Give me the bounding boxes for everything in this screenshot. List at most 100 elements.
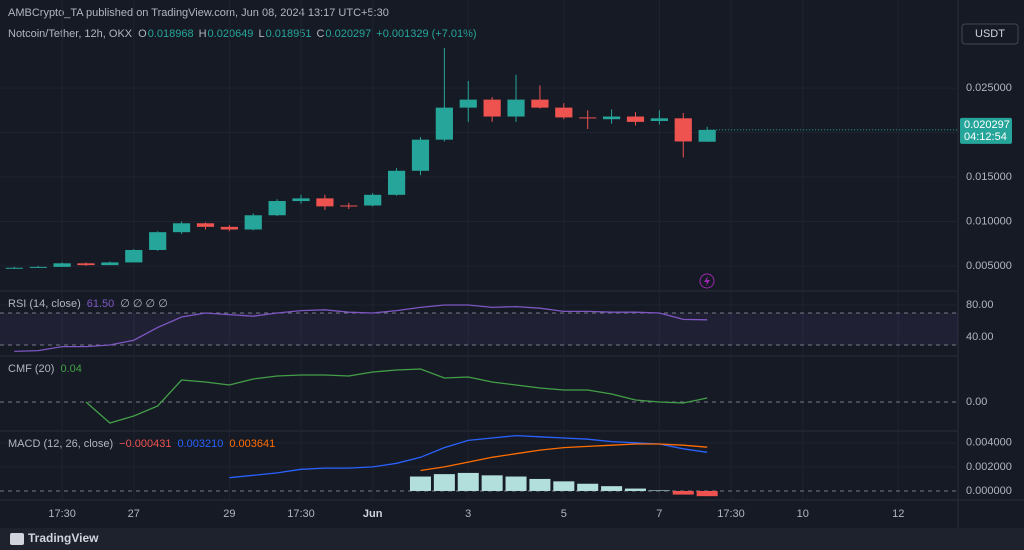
- candle-body: [316, 198, 334, 207]
- histogram-bar: [553, 481, 575, 491]
- candle-body: [125, 249, 143, 263]
- ohlc-value: 0.018951: [266, 28, 312, 40]
- candle-body: [435, 107, 453, 140]
- histogram-bar: [481, 475, 503, 491]
- x-tick-label: 27: [128, 508, 140, 520]
- histogram-bar: [601, 486, 623, 491]
- candle-body: [579, 117, 597, 119]
- histogram-bar: [577, 483, 599, 491]
- indicator-legend: 0.003210: [177, 438, 223, 450]
- ohlc-key: H: [199, 28, 207, 40]
- y-tick-label: 0.025000: [966, 82, 1012, 94]
- x-tick-label: 10: [797, 508, 809, 520]
- y-tick-label: 0.004000: [966, 437, 1012, 449]
- candle-body: [292, 198, 310, 202]
- event-icon-bolt: [704, 276, 710, 286]
- countdown: 04:12:54: [964, 131, 1007, 143]
- candle-body: [387, 170, 406, 195]
- candle-body: [507, 99, 525, 117]
- y-tick-label: 0.010000: [966, 215, 1012, 227]
- x-tick-label: 3: [465, 508, 471, 520]
- indicator-legend: ∅ ∅ ∅ ∅: [120, 298, 168, 310]
- indicator-legend: CMF (20): [8, 363, 54, 375]
- candle-body: [244, 215, 262, 230]
- indicator-legend: RSI (14, close): [8, 298, 81, 310]
- y-tick-label: 0.000000: [966, 485, 1012, 497]
- ohlc-value: 0.020297: [325, 28, 371, 40]
- candle-body: [602, 116, 621, 120]
- candle-body: [411, 139, 430, 171]
- y-tick-label: 40.00: [966, 331, 994, 343]
- y-tick-label: 0.005000: [966, 260, 1012, 272]
- ohlc-key: C: [316, 28, 324, 40]
- currency-button[interactable]: [961, 23, 1019, 45]
- y-tick-label: 0.015000: [966, 171, 1012, 183]
- x-tick-label: 5: [561, 508, 567, 520]
- candle-body: [53, 263, 71, 267]
- last-price: 0.020297: [964, 119, 1010, 131]
- histogram-bar: [648, 490, 670, 491]
- histogram-bar: [505, 476, 527, 491]
- brand-logo: [10, 533, 24, 545]
- x-tick-label: 7: [656, 508, 662, 520]
- candle-body: [172, 223, 191, 233]
- candle-body: [459, 99, 477, 108]
- candle-body: [220, 226, 238, 230]
- brand: TradingView: [28, 531, 99, 545]
- indicator-legend: 0.003641: [229, 438, 275, 450]
- y-tick-label: 0.002000: [966, 461, 1012, 473]
- histogram-bar: [457, 472, 479, 491]
- symbol: Notcoin/Tether, 12h, OKX: [8, 28, 133, 40]
- candle-body: [531, 99, 549, 108]
- ohlc-value: 0.020649: [208, 28, 254, 40]
- histogram-bar: [433, 474, 455, 491]
- x-tick-label: Jun: [363, 508, 383, 520]
- candle-body: [29, 266, 47, 268]
- candle-body: [483, 99, 501, 117]
- candle-body: [149, 232, 167, 250]
- candle-body: [340, 205, 358, 207]
- candle-body: [698, 129, 716, 142]
- level-band: [0, 313, 958, 345]
- x-tick-label: 17:30: [287, 508, 315, 520]
- candle-body: [650, 118, 668, 121]
- y-tick-label: 0.00: [966, 396, 987, 408]
- series-line: [85, 368, 708, 424]
- change: +0.001329 (+7.01%): [376, 28, 476, 40]
- candle-body: [196, 223, 215, 227]
- x-tick-label: 17:30: [48, 508, 76, 520]
- candle-body: [626, 116, 645, 122]
- indicator-legend: 61.50: [87, 298, 115, 310]
- x-tick-label: 12: [892, 508, 904, 520]
- histogram-bar: [672, 490, 694, 495]
- histogram-bar: [624, 488, 646, 491]
- indicator-legend: MACD (12, 26, close): [8, 438, 113, 450]
- ohlc-key: L: [258, 28, 264, 40]
- ohlc-key: O: [138, 28, 147, 40]
- x-tick-label: 29: [223, 508, 235, 520]
- footer: [0, 528, 1024, 550]
- candle-body: [5, 267, 23, 269]
- series-line: [420, 443, 708, 472]
- histogram-bar: [696, 490, 718, 497]
- candle-body: [268, 201, 286, 216]
- histogram-bar: [529, 478, 551, 491]
- candle-body: [555, 107, 573, 118]
- ohlc-value: 0.018968: [148, 28, 194, 40]
- candle-body: [674, 118, 692, 142]
- last-price-tag: [960, 117, 1012, 144]
- currency[interactable]: USDT: [975, 28, 1005, 40]
- indicator-legend: −0.000431: [119, 438, 171, 450]
- series-line: [229, 434, 708, 479]
- ohlc-legend: Notcoin/Tether, 12h, OKX: [8, 28, 133, 40]
- y-tick-label: 80.00: [966, 299, 994, 311]
- event-icon[interactable]: [699, 273, 715, 289]
- candle-body: [364, 194, 382, 206]
- indicator-legend: 0.04: [60, 363, 81, 375]
- candle-body: [77, 263, 95, 266]
- x-tick-label: 17:30: [717, 508, 745, 520]
- publisher: AMBCrypto_TA published on TradingView.co…: [8, 7, 389, 19]
- candle-body: [101, 262, 119, 266]
